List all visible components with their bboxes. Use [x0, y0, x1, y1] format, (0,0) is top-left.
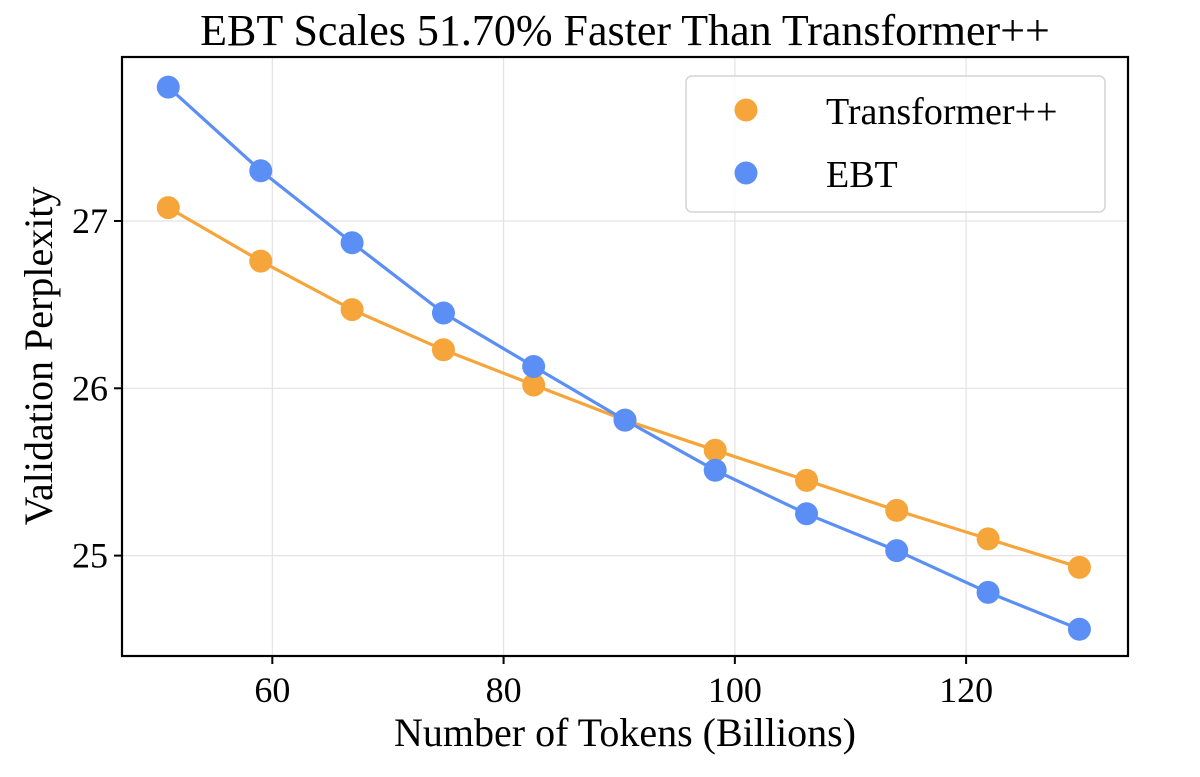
- legend-label-ebt: EBT: [826, 154, 898, 196]
- data-point-transformer: [885, 498, 909, 522]
- x-tick-label: 80: [486, 670, 522, 710]
- data-point-ebt: [703, 458, 727, 482]
- legend-box: [685, 75, 1106, 213]
- series-ebt: [156, 75, 1091, 641]
- data-point-transformer: [249, 249, 273, 273]
- ticks: 60 80 100 120 25 26 27: [72, 201, 993, 710]
- series-transformer: [156, 196, 1091, 579]
- data-point-transformer: [1067, 555, 1091, 579]
- x-tick-label: 60: [254, 670, 290, 710]
- data-point-transformer: [795, 468, 819, 492]
- data-point-ebt: [249, 159, 273, 183]
- y-tick-label: 27: [72, 201, 108, 241]
- data-point-ebt: [1067, 617, 1091, 641]
- data-point-ebt: [522, 355, 546, 379]
- data-point-ebt: [431, 301, 455, 325]
- data-point-transformer: [340, 298, 364, 322]
- data-point-transformer: [703, 438, 727, 462]
- x-tick-label: 100: [708, 670, 762, 710]
- y-axis-title: Validation Perplexity: [16, 187, 61, 526]
- data-point-transformer: [522, 373, 546, 397]
- data-point-transformer: [431, 338, 455, 362]
- series-layer: [156, 75, 1091, 641]
- y-tick-label: 25: [72, 536, 108, 576]
- data-point-ebt: [885, 539, 909, 563]
- data-point-ebt: [340, 231, 364, 255]
- chart-title: EBT Scales 51.70% Faster Than Transforme…: [200, 6, 1050, 55]
- x-tick-label: 120: [939, 670, 993, 710]
- legend-marker-ebt: [734, 161, 758, 185]
- plot-frame: [120, 55, 1130, 658]
- series-line-transformer: [167, 206, 1080, 569]
- legend: Transformer++ EBT: [685, 75, 1106, 213]
- legend-label-transformer: Transformer++: [826, 91, 1057, 133]
- legend-marker-transformer: [734, 98, 758, 122]
- data-point-transformer: [976, 527, 1000, 551]
- data-point-transformer: [156, 196, 180, 220]
- data-point-ebt: [976, 580, 1000, 604]
- y-tick-label: 26: [72, 368, 108, 408]
- data-point-ebt: [156, 75, 180, 99]
- x-axis-title: Number of Tokens (Billions): [394, 710, 856, 755]
- data-point-ebt: [613, 408, 637, 432]
- data-point-ebt: [795, 502, 819, 526]
